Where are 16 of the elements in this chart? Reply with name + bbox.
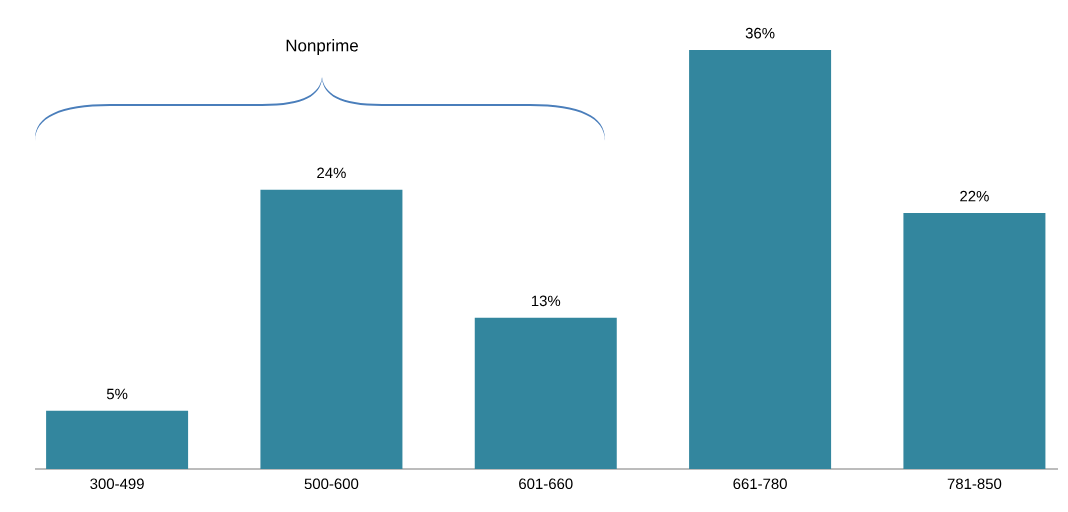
x-tick-label: 601-660 (519, 478, 573, 490)
bar (903, 212, 1046, 469)
annotation: Nonprime (286, 39, 358, 55)
data-label: 22% (960, 190, 989, 202)
x-tick-label: 781-850 (947, 478, 1002, 490)
x-tick-label: 661-780 (733, 478, 787, 490)
data-label: 24% (317, 167, 346, 179)
bar (474, 317, 617, 469)
bar (260, 189, 403, 469)
bar (689, 49, 832, 469)
data-label: 5% (106, 388, 128, 400)
data-label: 13% (531, 295, 561, 307)
x-tick-label: 500-600 (304, 478, 359, 490)
x-tick-label: 300-499 (90, 478, 144, 490)
bar (46, 410, 189, 469)
data-label: 36% (745, 27, 775, 39)
